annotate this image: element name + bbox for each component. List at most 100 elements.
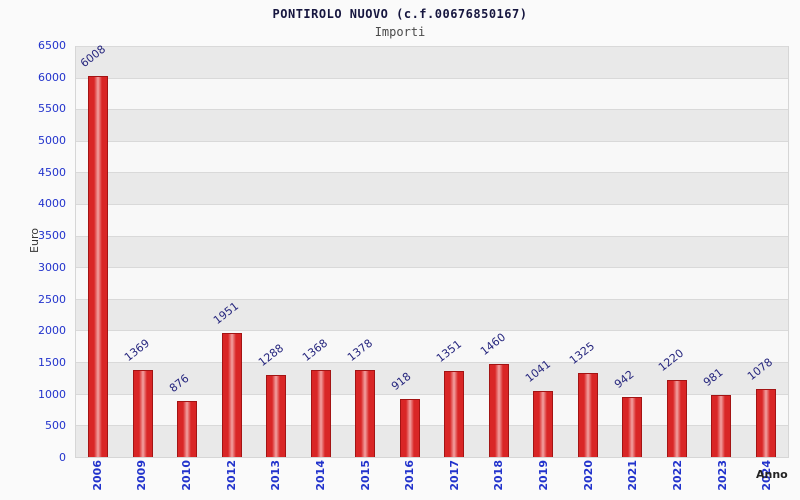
bar-slot: 981 xyxy=(699,46,744,457)
x-axis-label: Anno xyxy=(756,468,788,481)
x-tick-label: 2021 xyxy=(626,460,640,491)
grid-band xyxy=(76,77,788,110)
bar-slot: 1460 xyxy=(477,46,522,457)
bar xyxy=(488,364,509,457)
chart-subtitle: Importi xyxy=(374,25,426,39)
x-tick: 2010 xyxy=(164,460,209,498)
bar-slot: 1351 xyxy=(432,46,477,457)
x-tick: 2009 xyxy=(120,460,165,498)
x-axis: 2006 2009 2010 2012 2013 2014 2015 2016 2017 2018… xyxy=(75,460,789,498)
bar xyxy=(355,370,376,457)
x-tick-label: 2012 xyxy=(224,460,238,491)
bar-value-label: 876 xyxy=(166,371,192,395)
x-tick-label: 2014 xyxy=(313,460,327,491)
x-tick-label: 2015 xyxy=(358,460,372,491)
grid-band xyxy=(76,204,788,236)
bar xyxy=(132,370,153,457)
x-tick-label: 2016 xyxy=(403,460,417,491)
x-tick-label: 2006 xyxy=(90,460,104,491)
y-tick-label: 4000 xyxy=(38,197,66,211)
x-tick: 2006 xyxy=(75,460,120,498)
bar xyxy=(666,380,687,457)
x-tick: 2016 xyxy=(387,460,432,498)
bar xyxy=(577,373,598,457)
bar-value-label: 918 xyxy=(389,369,414,393)
y-tick-label: 5000 xyxy=(38,134,66,148)
y-tick-label: 1500 xyxy=(38,355,66,369)
bar xyxy=(533,391,554,457)
y-tick-label: 500 xyxy=(45,419,66,433)
bar-series: 6008 1369 876 1951 1288 1368 1378 918 1351 1460 10… xyxy=(76,42,789,457)
grid-band xyxy=(76,109,788,141)
x-tick-label: 2022 xyxy=(670,460,684,491)
x-tick: 2020 xyxy=(566,460,611,498)
x-tick-label: 2019 xyxy=(537,460,551,491)
bar-value-label: 1369 xyxy=(122,336,153,364)
x-tick: 2015 xyxy=(343,460,388,498)
y-tick-label: 6000 xyxy=(38,70,66,84)
bar xyxy=(310,370,331,457)
bar-value-label: 1325 xyxy=(567,339,598,367)
x-tick: 2022 xyxy=(655,460,700,498)
bar xyxy=(266,375,287,457)
plot-area: 6008 1369 876 1951 1288 1368 1378 918 1351 1460 10… xyxy=(75,42,789,458)
bar-slot: 1325 xyxy=(566,46,611,457)
bar-value-label: 942 xyxy=(611,367,637,391)
grid-band xyxy=(76,267,788,299)
bar-value-label: 1220 xyxy=(656,346,687,374)
y-tick-label: 5500 xyxy=(38,102,66,116)
bar-value-label: 1951 xyxy=(211,299,242,327)
x-tick-label: 2009 xyxy=(135,460,149,491)
bar-slot: 1368 xyxy=(299,46,344,457)
x-tick: 2013 xyxy=(254,460,299,498)
y-tick-label: 1000 xyxy=(38,387,66,401)
bar-slot: 1951 xyxy=(210,46,255,457)
bar xyxy=(622,397,643,457)
bar-slot: 1220 xyxy=(655,46,700,457)
bar-value-label: 981 xyxy=(700,365,726,389)
y-tick-label: 0 xyxy=(59,451,66,464)
bar-slot: 1378 xyxy=(343,46,388,457)
y-tick-label: 4500 xyxy=(38,165,66,179)
bar xyxy=(755,389,776,457)
bar-value-label: 1378 xyxy=(344,336,375,364)
x-tick-label: 2017 xyxy=(447,460,461,491)
y-tick-label: 2000 xyxy=(38,324,66,338)
bar-value-label: 1078 xyxy=(745,355,776,383)
x-tick: 2012 xyxy=(209,460,254,498)
x-tick: 2017 xyxy=(432,460,477,498)
chart-title: PONTIROLO NUOVO (c.f.00676850167) xyxy=(272,7,528,21)
bar-slot: 1078 xyxy=(744,46,789,457)
grid-band xyxy=(76,140,788,173)
bar-slot: 1369 xyxy=(121,46,166,457)
y-tick-label: 6500 xyxy=(38,39,66,52)
x-tick: 2023 xyxy=(700,460,745,498)
x-tick-label: 2020 xyxy=(581,460,595,491)
grid-band xyxy=(76,46,788,78)
grid-band xyxy=(76,330,788,363)
x-tick-label: 2010 xyxy=(180,460,194,491)
x-tick: 2014 xyxy=(298,460,343,498)
bar-value-label: 1351 xyxy=(433,337,464,365)
grid-band xyxy=(76,235,788,268)
x-tick: 2019 xyxy=(521,460,566,498)
bar-value-label: 1288 xyxy=(255,341,286,369)
x-tick: 2021 xyxy=(611,460,656,498)
x-tick-label: 2023 xyxy=(715,460,729,491)
bar-value-label: 6008 xyxy=(77,42,108,70)
bar xyxy=(711,395,732,457)
bar-value-label: 1041 xyxy=(522,357,553,385)
grid-band xyxy=(76,172,788,205)
bar xyxy=(221,333,242,457)
bar xyxy=(399,399,420,457)
y-axis: 0 500 1000 1500 2000 2500 3000 3500 4000 4500 5000… xyxy=(0,0,68,500)
bar xyxy=(177,401,198,457)
bar-slot: 918 xyxy=(388,46,433,457)
bar xyxy=(88,76,109,457)
y-tick-label: 3500 xyxy=(38,229,66,243)
grid-band xyxy=(76,298,788,331)
x-tick-label: 2018 xyxy=(492,460,506,491)
bar-slot: 6008 xyxy=(76,42,121,457)
bar-slot: 1288 xyxy=(254,46,299,457)
bar-slot: 942 xyxy=(610,46,655,457)
